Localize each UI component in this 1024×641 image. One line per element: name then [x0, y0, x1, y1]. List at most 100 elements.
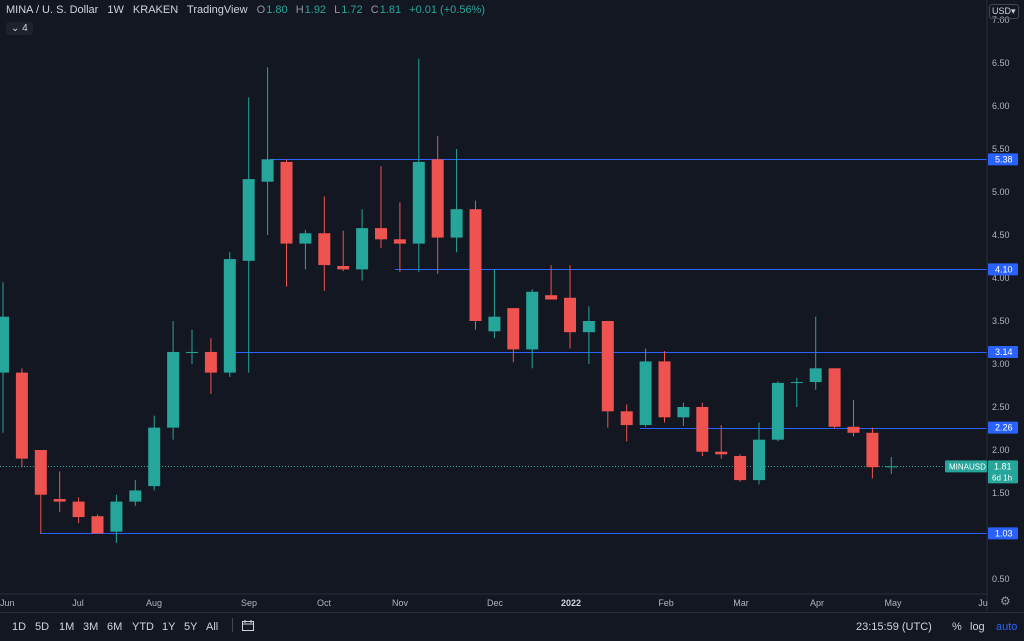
timeframe-all[interactable]: All: [206, 621, 219, 633]
candle[interactable]: [771, 381, 784, 442]
candle[interactable]: [545, 265, 558, 300]
gear-icon[interactable]: ⚙: [1000, 594, 1011, 608]
interval-label[interactable]: 1W: [107, 4, 124, 16]
time-axis[interactable]: Jun Jul Aug Sep Oct Nov Dec 2022 Feb Mar Apr May Ju: [0, 598, 988, 608]
candle[interactable]: [450, 149, 463, 253]
candle[interactable]: [318, 196, 331, 291]
candle[interactable]: [412, 58, 425, 272]
indicators-collapse-button[interactable]: ⌄ 4: [6, 22, 33, 35]
candle[interactable]: [469, 200, 482, 330]
candle[interactable]: [110, 494, 123, 543]
symbol-name[interactable]: MINA / U. S. Dollar: [6, 4, 99, 16]
candle[interactable]: [696, 402, 709, 457]
candle[interactable]: [620, 404, 633, 442]
candle-body: [337, 265, 350, 270]
time-tick-label: 2022: [561, 598, 581, 608]
auto-toggle[interactable]: auto: [996, 621, 1018, 633]
candle[interactable]: [582, 306, 595, 364]
candle[interactable]: [261, 67, 274, 235]
svg-text:1.81: 1.81: [994, 461, 1012, 471]
candle[interactable]: [639, 348, 652, 427]
candle[interactable]: [91, 514, 104, 534]
timeframe-5d[interactable]: 5D: [35, 621, 50, 633]
candle-body: [129, 490, 142, 502]
candle[interactable]: [601, 321, 614, 428]
candle[interactable]: [129, 480, 142, 506]
candle[interactable]: [526, 289, 539, 369]
candle[interactable]: [393, 202, 406, 272]
candle[interactable]: [15, 368, 28, 468]
candle[interactable]: [167, 321, 180, 440]
source-label: TradingView: [187, 4, 248, 16]
currency-selector[interactable]: USD▾: [989, 4, 1019, 19]
timeframe-6m[interactable]: 6M: [107, 621, 123, 633]
log-toggle[interactable]: log: [970, 621, 985, 633]
svg-text:MINAUSD: MINAUSD: [949, 462, 986, 471]
candle[interactable]: [790, 377, 803, 407]
low-value: 1.72: [341, 4, 363, 16]
candle[interactable]: [658, 351, 671, 423]
candle[interactable]: [337, 230, 350, 272]
candle[interactable]: [715, 425, 728, 459]
time-tick-label: Aug: [146, 598, 162, 608]
timeframe-ytd[interactable]: YTD: [132, 621, 154, 633]
candle[interactable]: [53, 471, 66, 512]
level-price-label: 2.26: [988, 421, 1018, 434]
candle-body: [526, 291, 539, 350]
candle[interactable]: [847, 400, 860, 437]
toolbar-divider: [232, 618, 233, 632]
candle[interactable]: [866, 427, 879, 479]
candle[interactable]: [677, 402, 690, 426]
candle[interactable]: [299, 229, 312, 270]
candle[interactable]: [186, 329, 198, 364]
candle[interactable]: [488, 269, 501, 339]
close-label: C: [370, 4, 379, 16]
candle[interactable]: [356, 209, 369, 281]
clock-label[interactable]: 23:15:59 (UTC): [856, 621, 932, 633]
candle[interactable]: [242, 97, 255, 373]
level-price-label: 1.03: [988, 527, 1018, 540]
percent-toggle[interactable]: %: [952, 621, 962, 633]
candle[interactable]: [564, 265, 576, 349]
level-price-label: 4.10: [988, 263, 1018, 276]
timeframe-5y[interactable]: 5Y: [184, 621, 198, 633]
candle[interactable]: [431, 136, 444, 274]
high-label: H: [295, 4, 304, 16]
candle[interactable]: [204, 338, 217, 395]
candle[interactable]: [734, 454, 747, 482]
price-tick-label: 2.50: [992, 402, 1010, 412]
level-price-label: 3.14: [988, 345, 1018, 358]
date-range-icon[interactable]: [242, 620, 254, 631]
candle[interactable]: [148, 415, 161, 491]
timeframe-1m[interactable]: 1M: [59, 621, 75, 633]
candle[interactable]: [507, 308, 520, 363]
candle-body: [204, 351, 217, 373]
candle-body: [356, 228, 369, 270]
candle[interactable]: [72, 497, 85, 524]
candle-body: [639, 361, 652, 426]
candle[interactable]: [375, 166, 387, 248]
indicator-count: 4: [22, 23, 28, 34]
candle[interactable]: [34, 450, 47, 534]
timeframe-1d[interactable]: 1D: [12, 621, 27, 633]
candle-body: [186, 351, 198, 353]
price-tick-label: 0.50: [992, 574, 1010, 584]
candle-body: [582, 321, 595, 333]
price-tick-label: 2.00: [992, 445, 1010, 455]
candle[interactable]: [885, 456, 898, 475]
candle[interactable]: [280, 159, 293, 287]
candle[interactable]: [0, 282, 9, 433]
candle-body: [412, 161, 425, 244]
symbol-price-tag: MINAUSD: [945, 460, 987, 473]
candle[interactable]: [828, 368, 841, 429]
candle[interactable]: [223, 252, 236, 377]
candle-body: [507, 308, 520, 350]
timeframe-3m[interactable]: 3M: [83, 621, 99, 633]
candle-body: [223, 259, 236, 373]
timeframe-1y[interactable]: 1Y: [162, 621, 176, 633]
candle[interactable]: [809, 316, 822, 390]
candle[interactable]: [753, 422, 765, 485]
time-tick-label: Oct: [317, 598, 332, 608]
price-chart[interactable]: 7.00 6.50 6.00 5.50 5.00 4.50 4.00 3.50 3.00 2.50…: [0, 0, 1024, 612]
candle-body: [15, 372, 28, 459]
